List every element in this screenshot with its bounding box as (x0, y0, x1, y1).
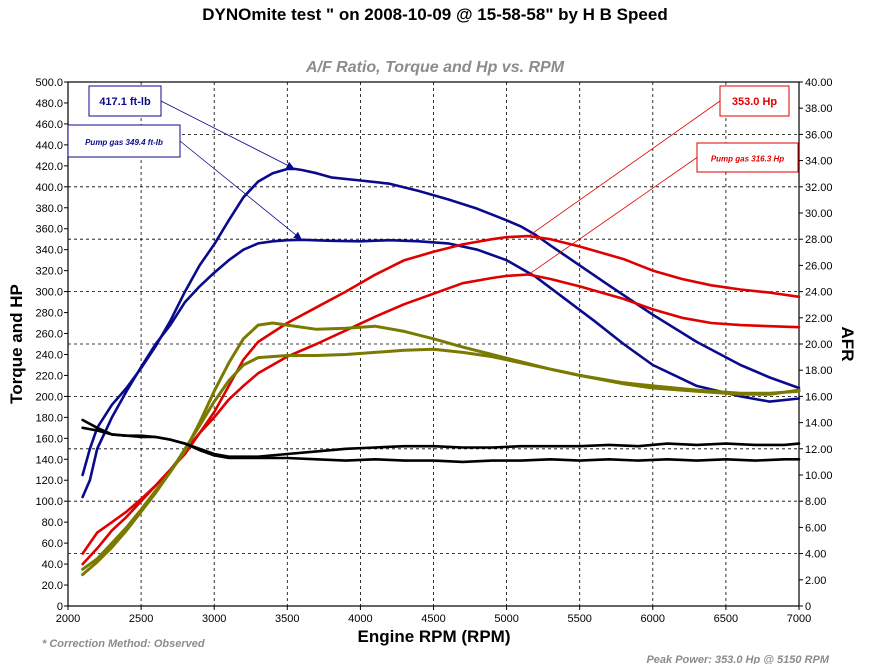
y-tick-label: 300.0 (35, 287, 63, 299)
x-tick-label: 4500 (421, 613, 445, 625)
y2-tick-label: 20.00 (805, 339, 833, 351)
y2-axis-label: AFR (838, 327, 857, 362)
y-tick-label: 240.0 (35, 349, 63, 361)
y-tick-label: 120.0 (35, 475, 63, 487)
x-tick-label: 6500 (714, 613, 738, 625)
callout-leader (528, 157, 698, 275)
y-axis-label: Torque and HP (7, 284, 26, 404)
callout-box (88, 85, 162, 117)
y2-tick-label: 24.00 (805, 287, 833, 299)
y2-tick-label: 14.00 (805, 418, 833, 430)
x-tick-label: 2000 (56, 613, 80, 625)
y-tick-label: 420.0 (35, 161, 63, 173)
callout-label: 353.0 Hp (732, 96, 778, 108)
chart-subtitle: A/F Ratio, Torque and Hp vs. RPM (305, 59, 565, 76)
y2-tick-label: 12.00 (805, 444, 833, 456)
y2-tick-label: 40.00 (805, 77, 833, 89)
callout-box (696, 142, 799, 173)
y2-tick-label: 28.00 (805, 234, 833, 246)
y-tick-label: 220.0 (35, 370, 63, 382)
y-tick-label: 280.0 (35, 308, 63, 320)
callout-label: 417.1 ft-lb (99, 96, 151, 108)
x-tick-label: 7000 (787, 613, 811, 625)
y-tick-label: 500.0 (35, 77, 63, 89)
callout-label: Pump gas 349.4 ft-lb (85, 138, 163, 147)
y-tick-label: 360.0 (35, 224, 63, 236)
y-tick-label: 140.0 (35, 454, 63, 466)
y2-tick-label: 34.00 (805, 156, 833, 168)
callout-arrowhead (293, 231, 302, 240)
y2-tick-label: 16.00 (805, 391, 833, 403)
y-tick-label: 200.0 (35, 391, 63, 403)
x-axis-label: Engine RPM (RPM) (358, 627, 511, 646)
x-tick-label: 6000 (641, 613, 665, 625)
y2-tick-label: 4.00 (805, 549, 826, 561)
x-tick-label: 4000 (348, 613, 372, 625)
y-tick-label: 400.0 (35, 182, 63, 194)
callout-box (719, 85, 790, 117)
y2-tick-label: 6.00 (805, 522, 826, 534)
callout-box (67, 124, 181, 158)
y-tick-label: 0 (57, 601, 63, 613)
callout-leader (179, 140, 303, 241)
y2-tick-label: 26.00 (805, 260, 833, 272)
y2-tick-label: 32.00 (805, 182, 833, 194)
y-axis-ticks: 0 20.0 40.0 60.0 80.0 100.0 120.0 140.0 160.0 180… (35, 77, 68, 613)
callout-arrowhead (285, 161, 295, 169)
y2-tick-label: 36.00 (805, 129, 833, 141)
y2-tick-label: 8.00 (805, 496, 826, 508)
callouts-group: 417.1 ft-lb Pump gas 349.4 ft-lb 353.0 Hp P… (67, 85, 799, 275)
chart-title: DYNOmite test " on 2008-10-09 @ 15-58-58… (202, 5, 667, 24)
y-tick-label: 100.0 (35, 496, 63, 508)
y-tick-label: 20.0 (42, 580, 63, 592)
x-tick-label: 5000 (494, 613, 518, 625)
y-tick-label: 160.0 (35, 433, 63, 445)
y-tick-label: 380.0 (35, 203, 63, 215)
y-tick-label: 340.0 (35, 245, 63, 257)
y-tick-label: 80.0 (42, 517, 63, 529)
series-line-8 (81, 418, 801, 464)
callout-label: Pump gas 316.3 Hp (711, 155, 784, 164)
y-tick-label: 440.0 (35, 140, 63, 152)
callout-leader (528, 100, 721, 237)
y-tick-label: 180.0 (35, 412, 63, 424)
y2-tick-label: 22.00 (805, 313, 833, 325)
y2-tick-label: 30.00 (805, 208, 833, 220)
series-group (81, 167, 801, 577)
series-line-6 (81, 347, 801, 577)
callout-leader (160, 100, 295, 170)
series-line-4 (81, 273, 801, 566)
correction-note: * Correction Method: Observed (42, 638, 205, 650)
y2-tick-label: 2.00 (805, 575, 826, 587)
y2-tick-label: 10.00 (805, 470, 833, 482)
y-tick-label: 460.0 (35, 119, 63, 131)
y2-tick-label: 18.00 (805, 365, 833, 377)
y-tick-label: 260.0 (35, 329, 63, 341)
y2-tick-label: 38.00 (805, 103, 833, 115)
x-tick-label: 2500 (129, 613, 153, 625)
x-axis-ticks: 2000 2500 3000 3500 4000 4500 5000 5500 6000 6500… (56, 606, 811, 625)
y-tick-label: 320.0 (35, 266, 63, 278)
y2-tick-label: 0 (805, 601, 811, 613)
x-tick-label: 3000 (202, 613, 226, 625)
peak-power-note: Peak Power: 353.0 Hp @ 5150 RPM (646, 654, 829, 664)
y-tick-label: 480.0 (35, 98, 63, 110)
x-tick-label: 5500 (567, 613, 591, 625)
y-tick-label: 60.0 (42, 538, 63, 550)
y2-axis-ticks: 0 2.00 4.00 6.00 8.00 10.00 12.00 14.00 16.00 18.… (799, 77, 833, 613)
x-tick-label: 3500 (275, 613, 299, 625)
y-tick-label: 40.0 (42, 559, 63, 571)
